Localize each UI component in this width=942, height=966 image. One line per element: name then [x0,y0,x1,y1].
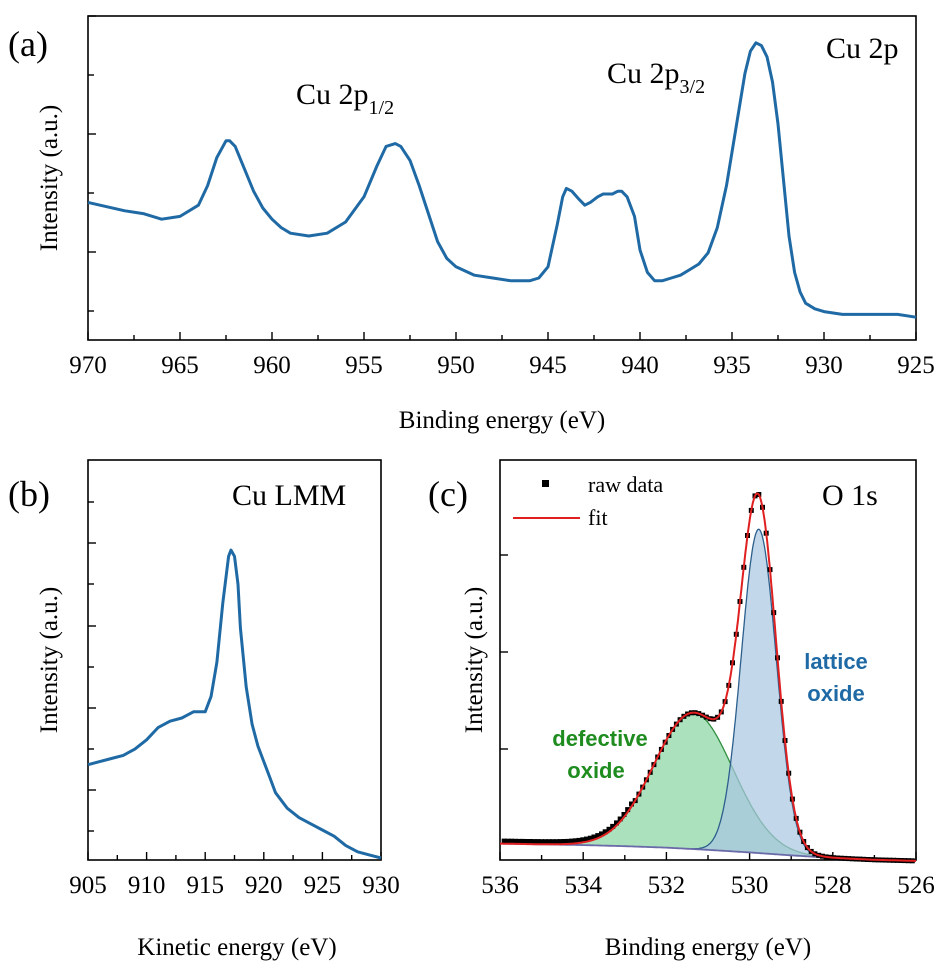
panel-a-xlabel: Binding energy (eV) [399,407,605,434]
raw-data-point [587,835,593,841]
panel-c-xtick-label: 534 [564,872,602,899]
panel-a-xtick-label: 970 [69,352,107,379]
panel-c-legend: raw data fit [513,472,663,530]
raw-data-point [501,838,507,844]
panel-a-xtick-label: 940 [621,352,659,379]
raw-data-point [516,838,522,844]
panel-c-annotation-o1s: O 1s [822,479,878,512]
panel-b-x-axis: 905 910 915 920 925 930 [69,852,400,899]
panel-c-ylabel: Intensity (a.u.) [461,587,488,733]
raw-data-point [546,839,552,845]
raw-data-point [621,812,627,817]
panel-c-chart: (c) 536 534 532 530 528 526 Binding energy (e… [428,459,935,961]
panel-a-xtick-label: 965 [161,352,199,379]
label-defective-oxide: oxide [567,758,624,783]
legend-fit-label: fit [588,505,608,530]
defective-oxide-area [500,712,916,861]
legend-raw-data-label: raw data [588,472,663,497]
panel-a-xtick-label: 960 [253,352,291,379]
raw-data-point [520,838,526,844]
panel-a-x-axis: 970 965 960 955 950 945 940 935 930 925 [69,332,935,379]
raw-data-point [629,801,634,807]
raw-data-point [610,823,616,829]
panel-b-xtick-label: 920 [245,872,283,899]
panel-c-xtick-label: 528 [814,872,852,899]
label-lattice-oxide: oxide [807,681,864,706]
raw-data-point [625,807,631,813]
panel-b-xtick-label: 910 [128,872,166,899]
raw-data-point [606,826,612,832]
raw-data-point [599,831,604,837]
panel-c-xtick-label: 532 [648,872,686,899]
raw-data-point [572,838,578,844]
panel-a-annotation-cu2p: Cu 2p [826,32,899,65]
raw-data-point [576,837,582,843]
panel-b-xlabel: Kinetic energy (eV) [137,934,336,961]
raw-data-point [595,833,601,839]
raw-data-point [542,839,548,845]
panel-c-xlabel: Binding energy (eV) [605,934,811,961]
panel-b-chart: (b) 905 910 915 920 925 930 Kinetic energy (e… [8,459,400,961]
panel-a-plot-frame [87,15,917,341]
panel-a-ylabel: Intensity (a.u.) [36,105,63,251]
raw-data-point [512,838,518,844]
raw-data-point [569,838,575,844]
legend-raw-data-marker [542,480,549,487]
raw-data-point [505,838,511,844]
panel-b-xtick-label: 925 [304,872,342,899]
panel-c-xtick-label: 536 [481,872,519,899]
panel-b-plot-frame [87,459,382,861]
panel-b-annotation-culmm: Cu LMM [232,479,346,512]
raw-data-point [550,839,556,845]
raw-data-point [617,816,623,822]
raw-data-point [557,839,563,845]
panel-c-letter: (c) [428,474,468,514]
raw-data-point [602,829,608,835]
panel-c-x-axis: 536 534 532 530 528 526 [481,852,935,899]
panel-a-letter: (a) [8,24,48,64]
panel-a-xtick-label: 950 [437,352,475,379]
peak-label-cu2p-three-half: Cu 2p3/2 [607,57,705,98]
panel-a-xtick-label: 955 [345,352,383,379]
raw-data-point [535,839,541,845]
panel-b-xtick-label: 930 [362,872,400,899]
raw-data-point [584,836,589,842]
raw-data-point [591,834,597,840]
panel-a-xtick-label: 930 [805,352,843,379]
raw-data-point [565,838,571,844]
raw-data-point [554,839,560,845]
raw-data-point [509,838,515,844]
raw-data-point [539,839,545,845]
panel-a-series-line [87,41,917,319]
peak-label-cu2p-half: Cu 2p1/2 [296,78,394,119]
panel-b-letter: (b) [8,474,50,514]
panel-a-xtick-label: 935 [713,352,751,379]
raw-data-point [580,837,586,843]
panel-b-xtick-label: 905 [69,872,107,899]
raw-data-point [531,839,537,845]
panel-c-fit-components [500,492,916,864]
panel-b-xtick-label: 915 [186,872,224,899]
panel-a-chart: (a) 970 965 960 955 950 945 940 935 930 925 Bindi… [8,15,935,434]
raw-data-point [614,820,619,826]
raw-data-point [524,839,530,844]
panel-c-xtick-label: 526 [897,872,935,899]
raw-data-point [527,839,533,844]
panel-a-xtick-label: 925 [897,352,935,379]
label-defective: defective [552,726,647,751]
label-lattice: lattice [804,649,868,674]
panel-a-xtick-label: 945 [529,352,567,379]
fit-line [500,492,916,862]
raw-data-point [561,839,567,844]
panel-c-xtick-label: 530 [731,872,769,899]
panel-b-series-line [87,548,382,860]
panel-b-ylabel: Intensity (a.u.) [36,587,63,733]
